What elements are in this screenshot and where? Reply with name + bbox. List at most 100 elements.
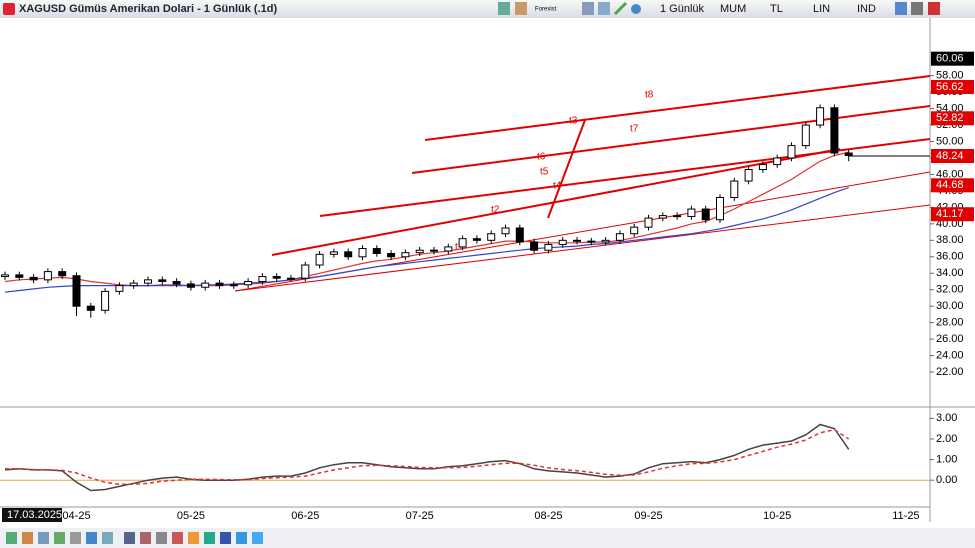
candle-body bbox=[29, 276, 38, 281]
cursor-date: 17.03.2025 bbox=[7, 509, 62, 521]
line-series bbox=[5, 428, 850, 486]
toolbar-scale[interactable]: LIN bbox=[813, 3, 830, 15]
candle-body bbox=[387, 252, 396, 258]
candle-body bbox=[844, 152, 853, 157]
tool-icon[interactable] bbox=[6, 532, 17, 544]
candle-body bbox=[115, 285, 124, 292]
candle-body bbox=[458, 238, 467, 248]
trendline bbox=[411, 105, 931, 174]
y-tick-label: 30.00 bbox=[936, 300, 964, 312]
candle-body bbox=[515, 227, 524, 243]
y-tick-label: 26.00 bbox=[936, 333, 964, 345]
candle-body bbox=[501, 227, 510, 235]
toolbar-close[interactable] bbox=[928, 2, 940, 15]
tool-icon[interactable] bbox=[70, 532, 81, 544]
candle-body bbox=[1, 274, 9, 278]
candle-body bbox=[372, 248, 381, 254]
candle-body bbox=[830, 107, 839, 154]
candle-body bbox=[630, 226, 639, 235]
tool-icon[interactable] bbox=[172, 532, 183, 544]
tool-icon[interactable] bbox=[38, 532, 49, 544]
tool-icon[interactable] bbox=[124, 532, 135, 544]
toolbar-icon[interactable] bbox=[631, 4, 641, 14]
toolbar-icon[interactable] bbox=[911, 2, 923, 15]
tool-icon[interactable] bbox=[86, 532, 97, 544]
price-tag bbox=[931, 149, 974, 164]
tool-icon[interactable] bbox=[22, 532, 33, 544]
date-box bbox=[2, 508, 62, 522]
toolbar-icon[interactable] bbox=[613, 1, 628, 16]
trendline-label: t2 bbox=[491, 205, 500, 216]
toolbar-icon[interactable] bbox=[598, 2, 610, 15]
line-series bbox=[4, 187, 849, 293]
toolbar-chart-type[interactable]: MUM bbox=[720, 3, 746, 15]
candle-body bbox=[716, 197, 724, 221]
candle-body bbox=[144, 279, 152, 284]
candle-body bbox=[72, 275, 81, 307]
tool-icon[interactable] bbox=[204, 532, 215, 544]
line-series bbox=[4, 423, 850, 492]
toolbar-logo[interactable]: Forexist bbox=[535, 7, 557, 13]
candle-body bbox=[172, 280, 181, 285]
candle-body bbox=[43, 271, 52, 281]
toolbar-currency[interactable]: TL bbox=[770, 3, 783, 15]
y-tick-label: 32.00 bbox=[936, 284, 964, 296]
candle-body bbox=[487, 233, 496, 241]
tool-icon[interactable] bbox=[54, 532, 65, 544]
trendline-label: t7 bbox=[630, 124, 639, 135]
tool-icon[interactable] bbox=[140, 532, 151, 544]
candle-body bbox=[801, 124, 810, 147]
price-tag-label: 60.06 bbox=[936, 53, 964, 65]
tool-icon[interactable] bbox=[252, 532, 263, 544]
candle-body bbox=[329, 251, 338, 255]
app-icon bbox=[3, 3, 15, 15]
x-tick-label: 05-25 bbox=[177, 510, 205, 522]
tool-icon[interactable] bbox=[156, 532, 167, 544]
candle-body bbox=[186, 283, 195, 288]
y-tick-label: 22.00 bbox=[936, 366, 964, 378]
candle-body bbox=[601, 239, 610, 243]
candle-body bbox=[215, 282, 224, 287]
tool-icon[interactable] bbox=[220, 532, 231, 544]
x-tick-label: 06-25 bbox=[291, 510, 319, 522]
candle-body bbox=[287, 277, 295, 280]
price-tag-label: 44.68 bbox=[936, 179, 964, 191]
toolbar-icon[interactable] bbox=[498, 2, 510, 15]
toolbar-indicators[interactable]: IND bbox=[857, 3, 876, 15]
candle-body bbox=[758, 164, 767, 171]
y-tick-label: 24.00 bbox=[936, 350, 964, 362]
y-tick-label: 38.00 bbox=[936, 234, 964, 246]
candle-body bbox=[773, 157, 782, 166]
x-tick-label: 10-25 bbox=[763, 510, 791, 522]
candle-body bbox=[687, 208, 696, 217]
tool-icon[interactable] bbox=[188, 532, 199, 544]
toolbar-icon[interactable] bbox=[582, 2, 594, 15]
candle-body bbox=[701, 208, 710, 221]
trendline bbox=[424, 75, 931, 141]
price-tag-label: 41.17 bbox=[936, 208, 964, 220]
tool-icon[interactable] bbox=[102, 532, 113, 544]
trendlines bbox=[234, 75, 931, 292]
trendline-label: t4 bbox=[553, 181, 562, 192]
candle-body bbox=[101, 290, 110, 311]
candle-body bbox=[558, 239, 567, 245]
bottom-icons bbox=[6, 532, 263, 544]
candle-body bbox=[15, 274, 24, 278]
x-tick-label: 08-25 bbox=[534, 510, 562, 522]
tool-icon[interactable] bbox=[236, 532, 247, 544]
x-tick-label: 11-25 bbox=[892, 510, 919, 522]
y-tick-label: 2.00 bbox=[936, 433, 957, 445]
candle-body bbox=[472, 238, 481, 241]
candle-body bbox=[573, 239, 581, 242]
y-tick-label: 34.00 bbox=[936, 267, 964, 279]
y-tick-label: 1.00 bbox=[936, 453, 957, 465]
toolbar-period[interactable]: 1 Günlük bbox=[660, 3, 705, 15]
toolbar-icon[interactable] bbox=[895, 2, 907, 15]
price-tag-label: 56.62 bbox=[936, 81, 964, 93]
candle-body bbox=[401, 252, 410, 258]
y-tick-label: 58.00 bbox=[936, 70, 964, 82]
candle-body bbox=[644, 217, 653, 228]
toolbar-icon[interactable] bbox=[515, 2, 527, 15]
y-tick-label: 0.00 bbox=[936, 474, 957, 486]
